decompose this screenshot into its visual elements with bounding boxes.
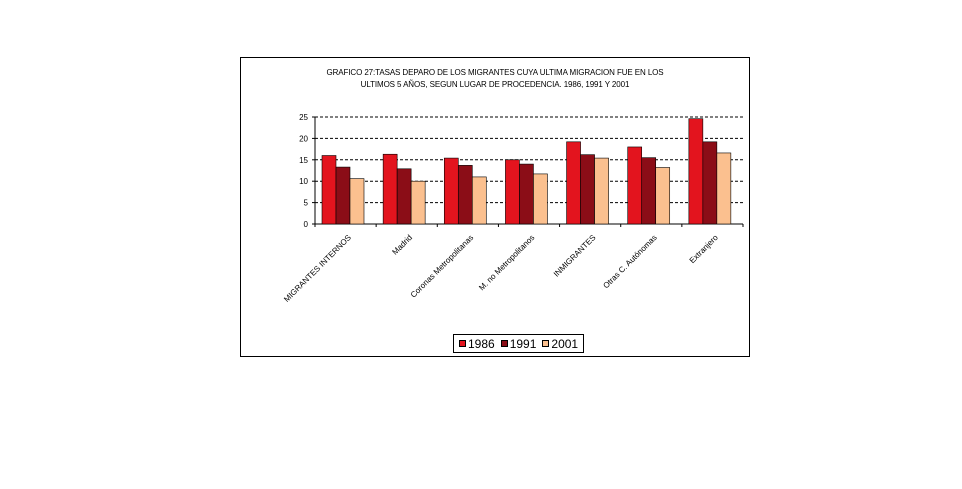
bar-1991-4 [580,154,595,225]
x-tick-label: INMIGRANTES [552,233,598,279]
bar-2001-1 [410,180,426,225]
bar-1991-2 [457,165,473,225]
legend-item-2001: 2001 [542,337,578,351]
y-tick-label: 0 [304,220,309,229]
chart-title-line-2: ULTIMOS 5 AÑOS, SEGUN LUGAR DE PROCEDENC… [360,80,630,89]
y-tick-label: 5 [304,199,309,208]
x-tick-label: Otras C. Autónomas [601,233,658,290]
y-tick-label: 25 [299,113,308,122]
bar-2001-4 [594,157,609,225]
chart-title: GRAFICO 27:TASAS DEPARO DE LOS MIGRANTES… [241,67,749,91]
bar-1991-5 [641,157,657,225]
legend-label-1986: 1986 [468,336,495,351]
legend: 1986 1991 2001 [453,334,585,353]
bar-1991-3 [519,163,534,225]
bar-2001-5 [655,167,671,225]
bar-1991-0 [335,166,351,225]
legend-label-1991: 1991 [509,336,537,351]
x-tick-label: Madrid [390,233,414,257]
bar-2001-2 [471,176,487,225]
x-tick-label: Coronas Metropolitanas [409,233,475,299]
legend-label-2001: 2001 [551,336,579,351]
bar-2001-0 [349,178,365,225]
bar-1986-6 [688,118,704,225]
plot-area: 0 5 10 15 20 25 MIGRANTES INTERNOS MadridCorona… [282,113,744,304]
y-tick-label: 20 [299,134,308,143]
bar-1986-4 [566,141,581,225]
legend-swatch-1986 [459,340,466,347]
bar-2001-6 [716,152,732,225]
bar-1986-3 [505,159,520,225]
bar-1991-6 [702,141,718,225]
bar-1986-5 [627,146,643,225]
legend-item-1986: 1986 [459,337,495,351]
bar-1986-1 [382,153,398,225]
chart-title-line-1: GRAFICO 27:TASAS DEPARO DE LOS MIGRANTES… [326,68,664,77]
bar-1986-0 [321,155,337,225]
legend-swatch-1991 [500,340,508,347]
legend-swatch-2001 [542,340,550,347]
legend-item-1991: 1991 [500,336,537,351]
x-tick-label: MIGRANTES INTERNOS [282,233,353,304]
bar-1986-2 [443,157,459,225]
x-tick-label: Extranjero [688,233,721,266]
bar-2001-3 [533,173,548,225]
bar-1991-1 [396,168,412,225]
chart-frame: GRAFICO 27:TASAS DEPARO DE LOS MIGRANTES… [240,57,750,357]
x-tick-label: M. no Metropolitanos [477,233,536,292]
y-tick-label: 10 [299,177,308,186]
y-tick-label: 15 [299,156,308,165]
